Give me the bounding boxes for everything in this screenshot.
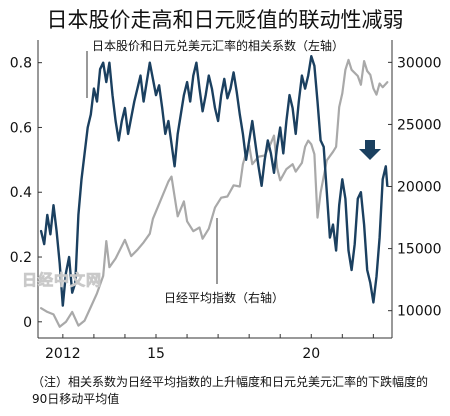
annotation-nikkei: 日经平均指数（右轴）	[164, 290, 284, 305]
left-tick-label: 0.8	[10, 56, 32, 72]
footnote: （注）相关系数为日经平均指数的上升幅度和日元兑美元汇率的下跌幅度的90日移动平均…	[32, 375, 429, 406]
annotation-correlation: 日本股价和日元兑美元汇率的相关系数（左轴）	[92, 38, 344, 53]
left-tick-label: 0	[23, 315, 32, 331]
chart-title: 日本股价走高和日元贬值的联动性减弱	[47, 8, 404, 32]
right-tick-label: 20000	[397, 180, 442, 196]
x-axis: 2012 15 20	[45, 334, 374, 362]
right-axis: 10000 15000 20000 25000 30000	[388, 55, 442, 320]
x-tick-label: 20	[302, 346, 320, 362]
right-tick-label: 10000	[397, 304, 442, 320]
left-axis: 0 0.2 0.4 0.6 0.8	[10, 56, 42, 331]
series-line-nikkei	[40, 58, 389, 328]
left-tick-label: 0.2	[10, 250, 32, 266]
down-arrow-icon	[359, 140, 381, 160]
right-tick-label: 25000	[397, 117, 442, 133]
series-line-correlation	[39, 55, 389, 307]
right-tick-label: 30000	[397, 55, 442, 71]
series-layer	[39, 55, 389, 328]
chart-frame	[37, 40, 393, 339]
x-tick-label: 2012	[45, 346, 81, 362]
x-tick-label: 15	[147, 346, 165, 362]
watermark: 日经中文网	[22, 271, 102, 289]
right-tick-label: 15000	[397, 242, 442, 258]
left-tick-label: 0.6	[10, 120, 32, 136]
left-tick-label: 0.4	[10, 185, 32, 201]
